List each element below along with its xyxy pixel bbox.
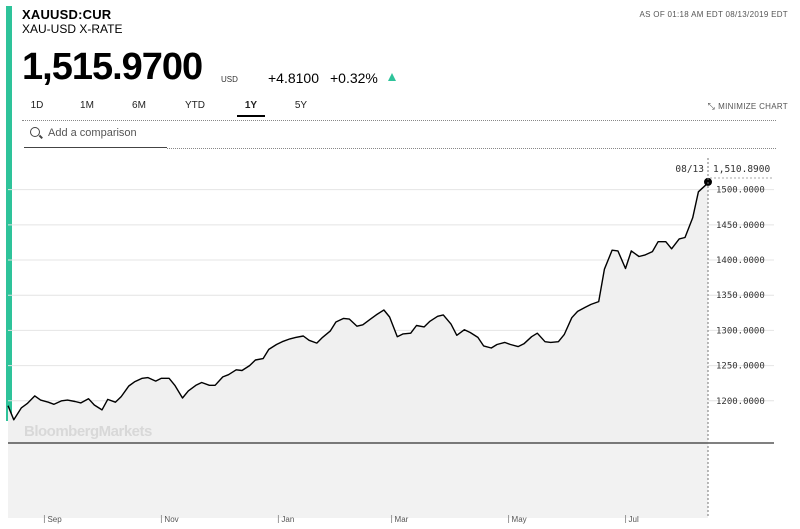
collapse-icon: ⤡ [707,101,716,111]
minimize-chart-button[interactable]: ⤡ MINIMIZE CHART [708,101,788,112]
minimize-chart-label: MINIMIZE CHART [718,102,788,111]
divider [167,148,776,149]
tooltip-date: 08/13 [675,164,704,175]
price-change: +4.8100 [268,70,319,86]
tab-5y[interactable]: 5Y [294,100,308,111]
price-line [7,181,709,421]
active-tab-indicator [237,115,265,117]
x-tick-label: Nov [164,515,178,524]
watermark-text: BloombergMarkets [24,423,152,440]
price-change-percent: +0.32% [330,70,378,86]
y-tick-label: 1500.0000 [716,186,765,196]
x-tick-label: Sep [47,515,62,524]
divider [22,120,776,121]
tab-1y[interactable]: 1Y [244,100,258,111]
instrument-name: XAU-USD X-RATE [22,22,123,36]
search-input[interactable]: Add a comparison [48,127,137,139]
tab-6m[interactable]: 6M [132,100,146,111]
up-arrow-icon [388,73,396,81]
search-icon [30,127,40,137]
y-tick-label: 1200.0000 [716,397,765,407]
comparison-search[interactable]: Add a comparison [24,123,167,148]
x-tick-label: Jan [281,515,294,524]
y-tick-label: 1350.0000 [716,291,765,301]
y-tick-label: 1450.0000 [716,221,765,231]
x-tick-label: Mar [395,515,409,524]
tooltip-value: 1,510.8900 [713,164,770,175]
y-tick-label: 1400.0000 [716,256,765,266]
tab-ytd[interactable]: YTD [185,100,205,111]
x-tick-label: May [512,515,527,524]
x-tick-label: Jul [629,515,639,524]
tab-1m[interactable]: 1M [80,100,94,111]
last-price: 1,515.9700 [22,46,203,88]
price-area [8,181,708,443]
currency-label: USD [221,75,238,84]
lower-panel [8,443,708,518]
y-tick-label: 1300.0000 [716,326,765,336]
tab-1d[interactable]: 1D [30,100,44,111]
ticker-symbol: XAUUSD:CUR [22,7,112,22]
y-tick-label: 1250.0000 [716,362,765,372]
as-of-timestamp: AS OF 01:18 AM EDT 08/13/2019 EDT [639,10,788,19]
last-price-marker [704,177,712,186]
accent-bar [6,6,12,421]
